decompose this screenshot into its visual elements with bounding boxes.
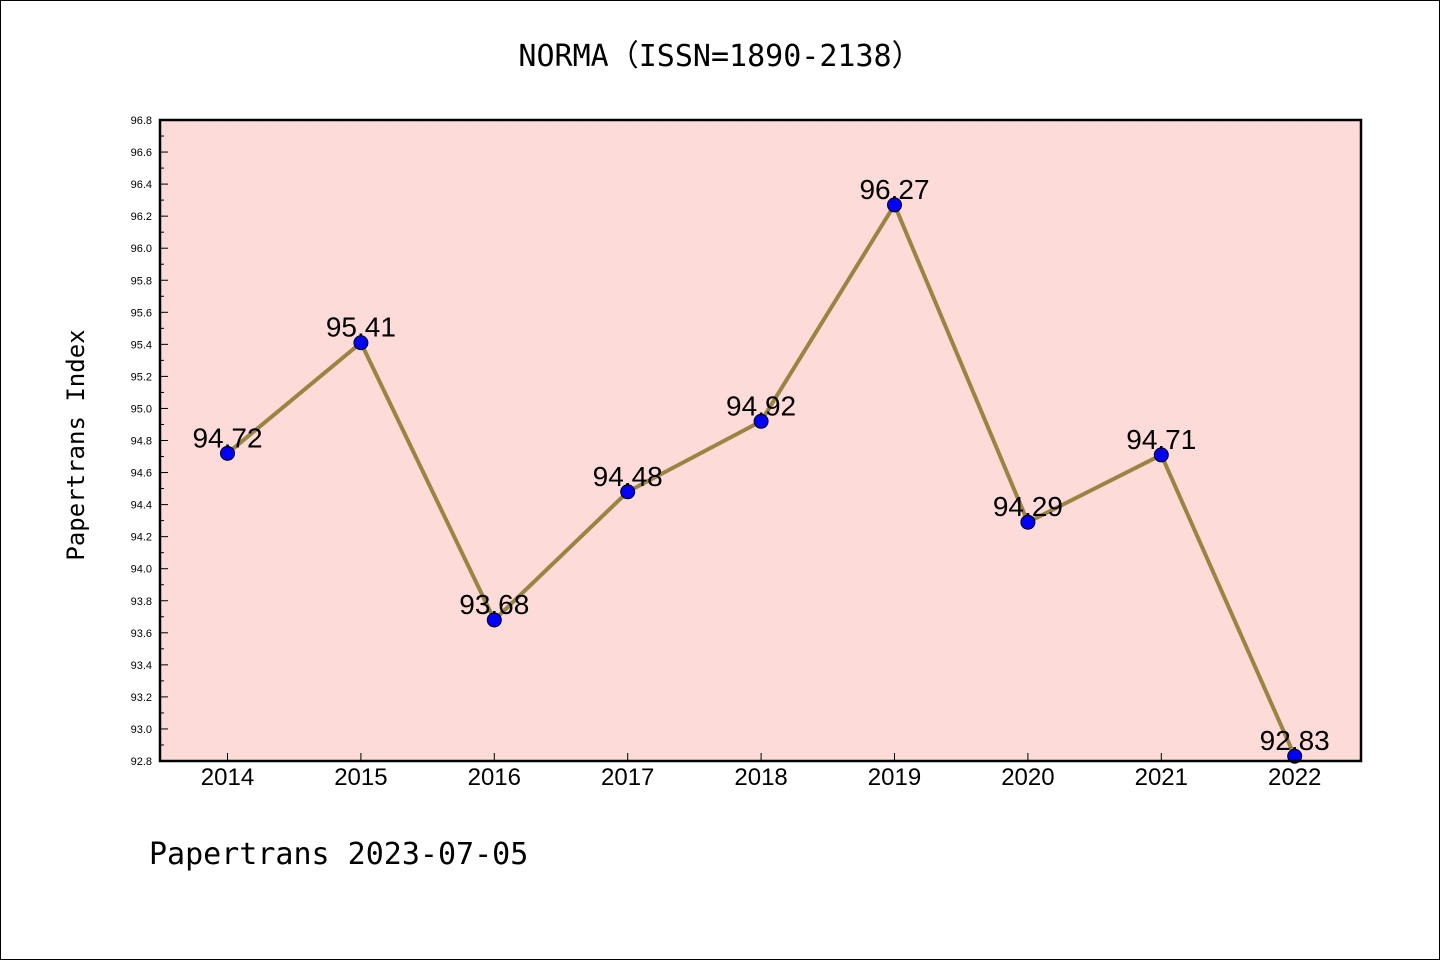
data-point <box>353 335 369 351</box>
data-point <box>1153 447 1169 463</box>
y-tick-label: 95.6 <box>131 307 152 319</box>
y-tick-label: 96.8 <box>131 115 152 127</box>
y-tick-label: 96.2 <box>131 211 152 223</box>
x-tick-label: 2020 <box>1001 764 1054 791</box>
y-tick-label: 96.4 <box>131 179 152 191</box>
footer-text: Papertrans 2023-07-05 <box>149 837 528 872</box>
y-tick-label: 94.8 <box>131 436 152 448</box>
data-point <box>753 413 769 429</box>
data-point <box>486 612 502 628</box>
x-axis: 2014 2015 2016 2017 2018 2019 2020 2021 2022 <box>201 753 1321 791</box>
data-label: 96.27 <box>859 174 929 205</box>
data-point <box>1287 748 1303 764</box>
data-point <box>887 197 902 213</box>
data-label: 94.72 <box>192 422 262 453</box>
y-tick-label: 94.2 <box>131 532 152 544</box>
y-tick-label: 95.4 <box>131 339 152 351</box>
y-tick-label: 95.2 <box>131 371 152 383</box>
y-tick-label: 93.2 <box>131 692 152 704</box>
data-label: 94.29 <box>993 491 1063 522</box>
data-point <box>220 445 235 461</box>
y-tick-label: 93.6 <box>131 628 152 640</box>
y-tick-label: 93.8 <box>131 596 152 608</box>
x-tick-label: 2015 <box>334 764 387 791</box>
y-tick-label: 92.8 <box>131 756 152 768</box>
data-label: 94.92 <box>726 390 796 421</box>
x-tick-label: 2019 <box>868 764 921 791</box>
y-tick-label: 95.0 <box>131 403 152 415</box>
data-point <box>620 484 636 500</box>
y-tick-label: 96.6 <box>131 147 152 159</box>
plot-border <box>158 118 1363 763</box>
y-tick-label: 93.0 <box>131 724 152 736</box>
x-tick-label: 2016 <box>468 764 521 791</box>
y-axis-label: Papertrans Index <box>62 329 90 560</box>
y-tick-label: 94.4 <box>131 500 152 512</box>
x-tick-label: 2022 <box>1268 764 1321 791</box>
y-tick-label: 94.6 <box>131 468 152 480</box>
y-tick-label: 93.4 <box>131 660 152 672</box>
data-label: 92.83 <box>1260 725 1330 756</box>
chart-title: NORMA（ISSN=1890-2138） <box>518 39 921 74</box>
data-point <box>1020 514 1036 530</box>
x-tick-label: 2021 <box>1135 764 1188 791</box>
x-tick-label: 2014 <box>201 764 254 791</box>
plot-area <box>160 120 1361 761</box>
data-label: 95.41 <box>326 312 396 343</box>
x-tick-label: 2018 <box>734 764 787 791</box>
data-labels: 94.72 95.41 93.68 94.48 94.92 96.27 94.29 94.71… <box>192 174 1329 756</box>
data-label: 94.71 <box>1126 424 1196 455</box>
data-label: 93.68 <box>459 589 529 620</box>
data-points <box>220 197 1303 764</box>
data-label: 94.48 <box>593 461 663 492</box>
y-tick-label: 94.0 <box>131 564 152 576</box>
y-tick-label: 96.0 <box>131 243 152 255</box>
x-tick-label: 2017 <box>601 764 654 791</box>
y-axis: 92.8 93.0 93.2 93.4 93.6 93.8 94.0 94.2 94.4 94.6… <box>131 115 168 768</box>
y-tick-label: 95.8 <box>131 275 152 287</box>
